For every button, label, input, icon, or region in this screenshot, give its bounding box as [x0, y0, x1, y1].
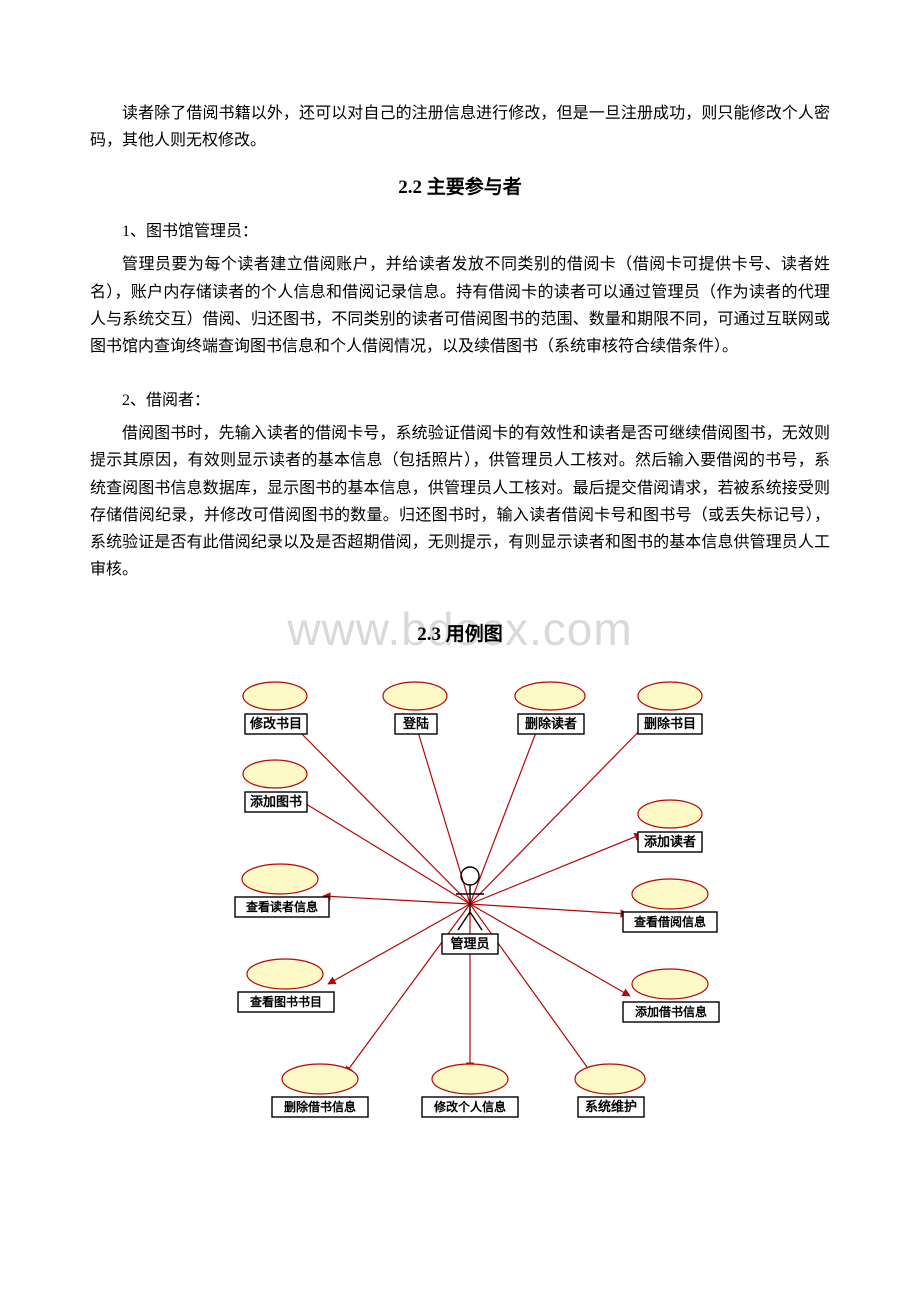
- section-2-3-title: 2.3 用例图: [90, 619, 830, 646]
- participant-2-label: 2、借阅者：: [90, 386, 830, 410]
- uc-view-borrow-label: 查看借阅信息: [633, 914, 706, 929]
- uc-sys-maint-label: 系统维护: [585, 1099, 637, 1114]
- uc-add-reader-label: 添加读者: [644, 834, 696, 849]
- usecase-diagram-wrap: 修改书目 登陆 删除读者 删除书目添加图书添加读者查看读者信息查看借阅信息查看图书书目…: [90, 664, 830, 1144]
- uc-add-book-label: 添加图书: [250, 794, 302, 809]
- uc-del-reader-label: 删除读者: [525, 716, 577, 731]
- assoc-uc-del-borrow: [345, 904, 470, 1074]
- assoc-uc-view-reader: [323, 896, 470, 904]
- assoc-uc-view-borrow: [470, 904, 628, 914]
- actor-head: [461, 867, 479, 885]
- participant-1-body: 管理员要为每个读者建立借阅账户，并给读者发放不同类别的借阅卡（借阅卡可提供卡号、…: [90, 251, 830, 360]
- assoc-uc-sys-maint: [470, 904, 592, 1074]
- participant-1-label: 1、图书馆管理员：: [90, 217, 830, 241]
- participant-2-body: 借阅图书时，先输入读者的借阅卡号，系统验证借阅卡的有效性和读者是否可继续借阅图书…: [90, 420, 830, 583]
- assoc-uc-add-book: [298, 799, 470, 904]
- uc-del-reader-ellipse: [515, 682, 585, 710]
- uc-modify-self-label: 修改个人信息: [433, 1099, 506, 1114]
- actor-leg-l: [458, 912, 470, 930]
- intro-paragraph: 读者除了借阅书籍以外，还可以对自己的注册信息进行修改，但是一旦注册成功，则只能修…: [90, 100, 830, 154]
- uc-add-book-ellipse: [243, 760, 307, 788]
- section-2-2-title: 2.2 主要参与者: [90, 172, 830, 199]
- uc-modify-book-ellipse: [243, 682, 307, 710]
- uc-view-borrow-ellipse: [632, 879, 708, 909]
- uc-login-ellipse: [383, 682, 447, 710]
- uc-add-borrow-ellipse: [632, 969, 708, 999]
- uc-del-book-ellipse: [638, 682, 702, 710]
- usecase-diagram: 修改书目 登陆 删除读者 删除书目添加图书添加读者查看读者信息查看借阅信息查看图书书目…: [180, 664, 740, 1144]
- uc-view-reader-label: 查看读者信息: [245, 899, 318, 914]
- uc-modify-book-label: 修改书目: [249, 716, 302, 731]
- uc-view-catalog-ellipse: [247, 959, 323, 989]
- uc-modify-self-ellipse: [432, 1064, 508, 1094]
- assoc-uc-del-book: [470, 720, 650, 904]
- uc-view-reader-ellipse: [242, 864, 318, 894]
- uc-sys-maint-ellipse: [575, 1064, 645, 1094]
- page-content: 读者除了借阅书籍以外，还可以对自己的注册信息进行修改，但是一旦注册成功，则只能修…: [90, 100, 830, 1144]
- uc-del-borrow-label: 删除借书信息: [284, 1099, 356, 1114]
- uc-add-reader-ellipse: [638, 800, 702, 828]
- uc-del-book-label: 删除书目: [644, 716, 696, 731]
- uc-add-borrow-label: 添加借书信息: [635, 1004, 707, 1019]
- assoc-uc-del-reader: [470, 722, 540, 904]
- assoc-uc-add-reader: [470, 834, 642, 904]
- uc-view-catalog-label: 查看图书书目: [249, 994, 322, 1009]
- actor-leg-r: [470, 912, 482, 930]
- uc-del-borrow-ellipse: [282, 1064, 358, 1094]
- uc-login-label: 登陆: [402, 716, 429, 731]
- actor-label: 管理员: [450, 936, 489, 951]
